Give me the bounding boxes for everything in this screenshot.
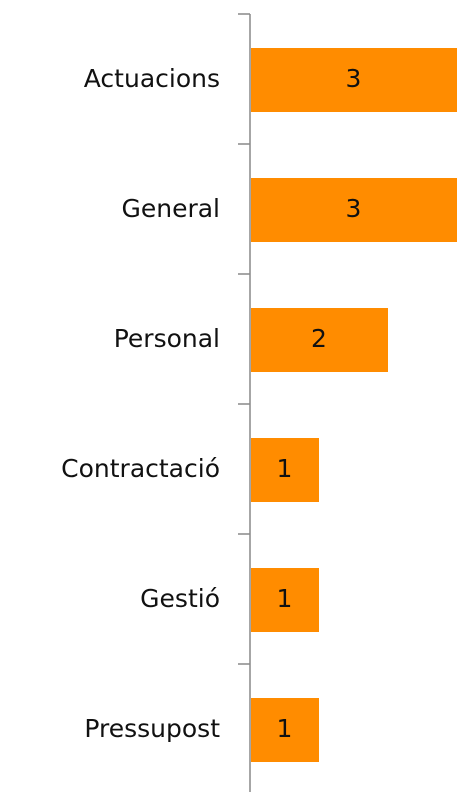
- bar: [251, 178, 457, 242]
- value-label: 1: [277, 714, 293, 743]
- value-label: 1: [277, 454, 293, 483]
- category-label: Actuacions: [84, 64, 220, 93]
- value-label: 1: [277, 584, 293, 613]
- category-label: Personal: [114, 324, 220, 353]
- bar: [251, 48, 457, 112]
- value-label: 3: [346, 64, 362, 93]
- category-label: Contractació: [61, 454, 220, 483]
- value-label: 2: [311, 324, 327, 353]
- category-label: General: [121, 194, 220, 223]
- category-label: Pressupost: [84, 714, 220, 743]
- bar: [251, 698, 319, 762]
- category-label: Gestió: [140, 584, 220, 613]
- bar: [251, 438, 319, 502]
- bar: [251, 568, 319, 632]
- bar: [251, 308, 388, 372]
- value-label: 3: [346, 194, 362, 223]
